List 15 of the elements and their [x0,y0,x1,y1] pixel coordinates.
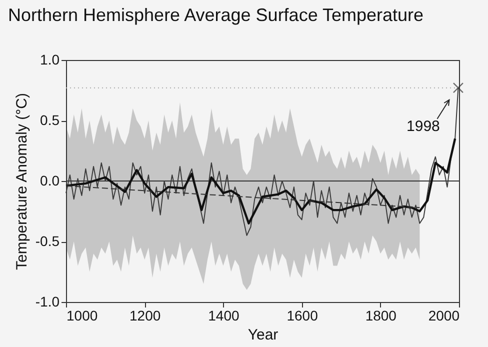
y-tick-label: 0.5 [40,112,60,128]
x-axis-title: Year [248,326,278,344]
x-tick-label: 1600 [286,308,318,324]
x-tick-label: 1800 [365,308,397,324]
y-tick-label: -1.0 [35,294,60,310]
annotation: 1998 [406,118,440,135]
y-tick-label: -0.5 [35,233,60,249]
y-axis-title: Temperature Anomaly (°C) [13,93,30,270]
x-tick-label: 1000 [66,308,98,324]
y-tick-label: 1.0 [40,52,60,68]
x-tick-label: 1200 [130,308,161,324]
y-tick-label: 0.0 [40,172,60,188]
x-tick-label: 1400 [208,308,240,324]
x-tick-label: 2000 [428,308,460,324]
chart-title: Northern Hemisphere Average Surface Temperature [8,5,424,25]
